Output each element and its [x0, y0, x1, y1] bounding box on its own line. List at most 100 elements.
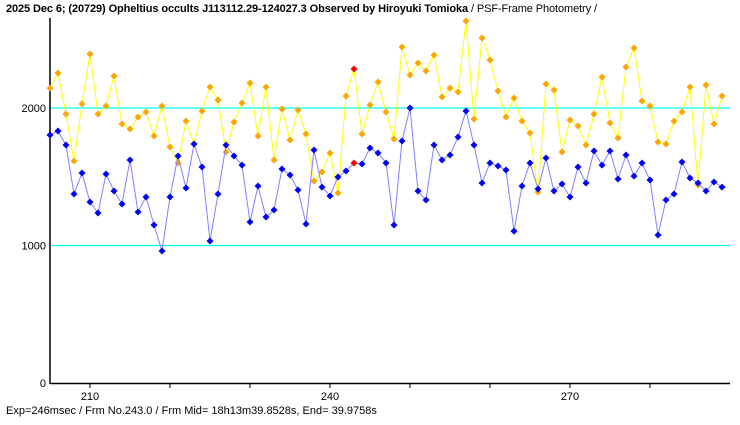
data-point: [302, 130, 310, 138]
data-point: [70, 190, 78, 198]
data-point: [54, 127, 62, 135]
data-point: [598, 73, 606, 81]
data-point: [630, 44, 638, 52]
data-point: [710, 178, 718, 186]
data-point: [102, 170, 110, 178]
data-point: [350, 65, 358, 73]
data-point: [230, 118, 238, 126]
data-point: [462, 17, 470, 25]
data-point: [486, 56, 494, 64]
data-point: [494, 87, 502, 95]
data-point: [382, 159, 390, 167]
data-point: [566, 116, 574, 124]
data-point: [454, 88, 462, 96]
data-point: [86, 198, 94, 206]
data-point: [702, 187, 710, 195]
data-point: [310, 177, 318, 185]
data-point: [198, 163, 206, 171]
data-point: [398, 137, 406, 145]
data-point: [78, 100, 86, 108]
data-point: [326, 192, 334, 200]
data-point: [214, 96, 222, 104]
data-point: [558, 148, 566, 156]
data-point: [238, 161, 246, 169]
data-point: [502, 166, 510, 174]
chart-title-sub: / PSF-Frame Photometry /: [468, 3, 597, 15]
data-point: [542, 80, 550, 88]
data-point: [670, 117, 678, 125]
data-point: [718, 92, 726, 100]
data-point: [270, 206, 278, 214]
data-point: [286, 136, 294, 144]
data-point: [406, 104, 414, 112]
data-point: [654, 231, 662, 239]
data-point: [182, 184, 190, 192]
data-point: [150, 221, 158, 229]
data-point: [478, 179, 486, 187]
data-point: [614, 134, 622, 142]
data-point: [678, 108, 686, 116]
data-point: [694, 179, 702, 187]
data-point: [590, 147, 598, 155]
data-point: [542, 154, 550, 162]
data-point: [166, 193, 174, 201]
y-tick-label: 1000: [22, 241, 46, 253]
data-point: [470, 115, 478, 123]
data-point: [470, 141, 478, 149]
data-point: [262, 213, 270, 221]
data-point: [430, 141, 438, 149]
data-point: [318, 183, 326, 191]
data-point: [638, 159, 646, 167]
data-point: [446, 151, 454, 159]
data-point: [102, 102, 110, 110]
data-point: [510, 94, 518, 102]
data-point: [214, 190, 222, 198]
data-point: [326, 149, 334, 157]
data-point: [206, 237, 214, 245]
data-point: [158, 102, 166, 110]
data-point: [718, 183, 726, 191]
data-point: [78, 169, 86, 177]
data-point: [622, 151, 630, 159]
data-point: [246, 79, 254, 87]
chart-title: 2025 Dec 6; (20729) Opheltius occults J1…: [6, 2, 597, 16]
data-point: [710, 120, 718, 128]
data-point: [582, 141, 590, 149]
data-point: [438, 156, 446, 164]
data-point: [94, 209, 102, 217]
data-point: [318, 168, 326, 176]
data-point: [478, 34, 486, 42]
data-point: [406, 71, 414, 79]
data-point: [382, 108, 390, 116]
data-point: [254, 182, 262, 190]
data-point: [334, 189, 342, 197]
data-point: [294, 106, 302, 114]
data-point: [222, 141, 230, 149]
data-point: [614, 175, 622, 183]
data-point: [630, 172, 638, 180]
data-point: [558, 180, 566, 188]
data-point: [566, 193, 574, 201]
data-point: [494, 162, 502, 170]
data-point: [686, 83, 694, 91]
data-point: [582, 179, 590, 187]
data-point: [534, 185, 542, 193]
data-point: [254, 132, 262, 140]
data-point: [526, 129, 534, 137]
data-point: [174, 152, 182, 160]
x-tick-label: 240: [321, 391, 339, 403]
data-point: [390, 135, 398, 143]
data-point: [158, 247, 166, 255]
chart-title-main: 2025 Dec 6; (20729) Opheltius occults J1…: [6, 3, 468, 15]
data-point: [638, 97, 646, 105]
data-point: [278, 165, 286, 173]
data-point: [646, 176, 654, 184]
data-point: [310, 146, 318, 154]
data-point: [110, 72, 118, 80]
data-point: [118, 200, 126, 208]
data-point: [342, 92, 350, 100]
data-point: [662, 140, 670, 148]
data-point: [294, 186, 302, 194]
data-point: [414, 187, 422, 195]
data-point: [438, 93, 446, 101]
